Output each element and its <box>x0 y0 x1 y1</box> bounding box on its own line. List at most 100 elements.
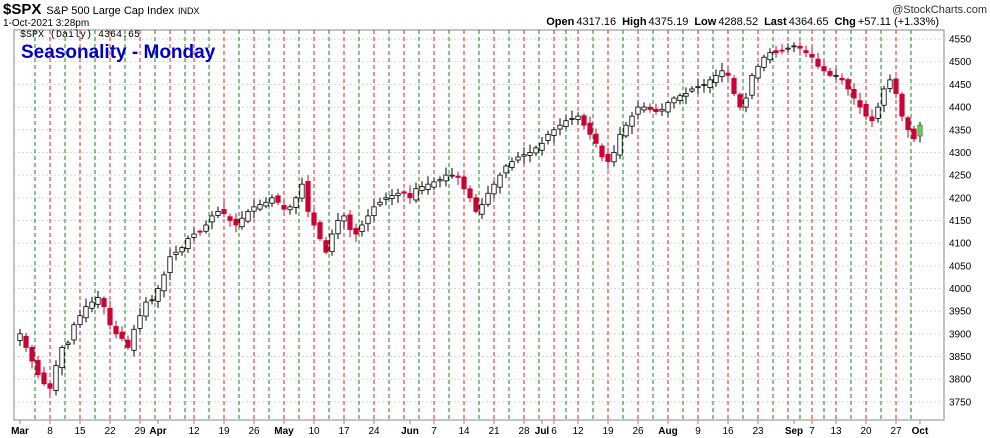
candle-body <box>773 50 779 54</box>
x-tick-label: May <box>274 426 294 437</box>
candle-body <box>707 79 713 88</box>
x-tick-label: 12 <box>188 426 200 437</box>
candle-body <box>473 197 479 212</box>
symbol-name: $SPX <box>3 1 42 18</box>
x-tick-label: Oct <box>912 426 929 437</box>
candle-body <box>239 217 245 228</box>
candle-body <box>419 186 425 192</box>
candle-body <box>575 115 581 120</box>
y-tick-label: 3900 <box>949 329 972 340</box>
candle-body <box>461 176 467 190</box>
x-tick-label: 10 <box>308 426 320 437</box>
candle-body <box>503 165 509 174</box>
candle-body <box>869 116 875 122</box>
candle-body <box>77 315 83 325</box>
candle-body <box>629 115 635 127</box>
candle-body <box>737 94 743 108</box>
y-tick-label: 4350 <box>949 125 972 136</box>
candle-body <box>593 133 599 144</box>
candle-body <box>743 97 749 108</box>
candle-body <box>497 174 503 188</box>
candle-body <box>827 71 833 76</box>
candle-body <box>617 133 623 156</box>
candle-body <box>395 192 401 196</box>
candle-body <box>887 79 893 89</box>
high-value: 4375.19 <box>648 16 689 28</box>
x-tick-label: 9 <box>695 426 701 437</box>
candle-body <box>791 45 797 48</box>
x-tick-label: 16 <box>722 426 734 437</box>
x-tick-label: Jul <box>535 426 550 437</box>
candle-body <box>53 365 59 391</box>
candle-body <box>857 100 863 108</box>
y-tick-label: 4000 <box>949 284 972 295</box>
candle-body <box>275 195 281 203</box>
candle-body <box>767 52 773 61</box>
ohlc-readout: Open 4317.16 High 4375.19 Low 4288.52 Last 4364… <box>546 16 945 28</box>
candle-body <box>71 324 77 341</box>
candle-body <box>467 188 473 199</box>
x-tick-label: 21 <box>488 426 500 437</box>
y-tick-label: 4100 <box>949 239 972 250</box>
y-axis: 3750 3800 3850 3900 3950 4000 4050 4100 4150 4200… <box>949 35 972 409</box>
candle-body <box>143 301 149 317</box>
candle-body <box>299 183 305 199</box>
candle-body <box>341 215 347 222</box>
candle-body <box>905 117 911 131</box>
candle-body <box>311 212 317 226</box>
candle-body <box>185 238 191 249</box>
candle-body <box>359 224 365 233</box>
y-tick-label: 3950 <box>949 307 972 318</box>
candle-body <box>833 74 839 77</box>
y-tick-label: 4250 <box>949 171 972 182</box>
y-tick-label: 4400 <box>949 103 972 114</box>
candle-body <box>281 205 287 210</box>
candle-body <box>251 206 257 212</box>
candle-body <box>425 183 431 190</box>
candle-body <box>59 347 65 369</box>
x-tick-label: 27 <box>890 426 902 437</box>
candle-body <box>665 102 671 113</box>
x-tick-label: 19 <box>218 426 230 437</box>
candle-body <box>353 228 359 235</box>
monday-vertical-lines <box>34 30 912 420</box>
candle-body <box>113 326 119 335</box>
candle-body <box>407 193 413 199</box>
candle-body <box>131 328 137 351</box>
candle-body <box>167 256 173 274</box>
candle-body <box>689 88 695 92</box>
candle-body <box>215 210 221 216</box>
x-tick-label: 29 <box>134 426 146 437</box>
candle-body <box>515 156 521 161</box>
candle-body <box>125 339 131 348</box>
x-tick-label: 23 <box>752 426 764 437</box>
candle-body <box>161 274 167 292</box>
x-tick-label: Jun <box>401 426 419 437</box>
x-tick-label: 26 <box>632 426 644 437</box>
x-tick-label: 7 <box>809 426 815 437</box>
x-tick-label: Aug <box>658 426 677 437</box>
candle-body <box>653 108 659 113</box>
candle-body <box>491 183 497 195</box>
candle-body <box>107 307 113 326</box>
candle-body <box>803 50 809 54</box>
candle-body <box>233 218 239 226</box>
candle-body <box>863 103 869 117</box>
x-tick-label: 28 <box>518 426 530 437</box>
symbol-title: $SPX S&P 500 Large Cap Index INDX <box>3 1 200 18</box>
y-tick-label: 4550 <box>949 35 972 46</box>
x-axis: Mar 8 15 22 29 Apr 12 19 26 May 10 17 24 Jun 7 14 21 28 Ju… <box>11 420 929 437</box>
x-tick-label: Mar <box>11 426 29 437</box>
x-tick-label: Apr <box>149 426 166 437</box>
candle-body <box>761 56 767 68</box>
candle-body <box>683 93 689 97</box>
candle-body <box>287 206 293 211</box>
x-tick-label: 12 <box>572 426 584 437</box>
x-tick-label: 15 <box>74 426 86 437</box>
candle-body <box>437 179 443 182</box>
candle-body <box>701 84 707 86</box>
y-tick-label: 4050 <box>949 261 972 272</box>
candle-body <box>245 210 251 222</box>
candle-body <box>641 106 647 111</box>
x-tick-label: 17 <box>338 426 350 437</box>
